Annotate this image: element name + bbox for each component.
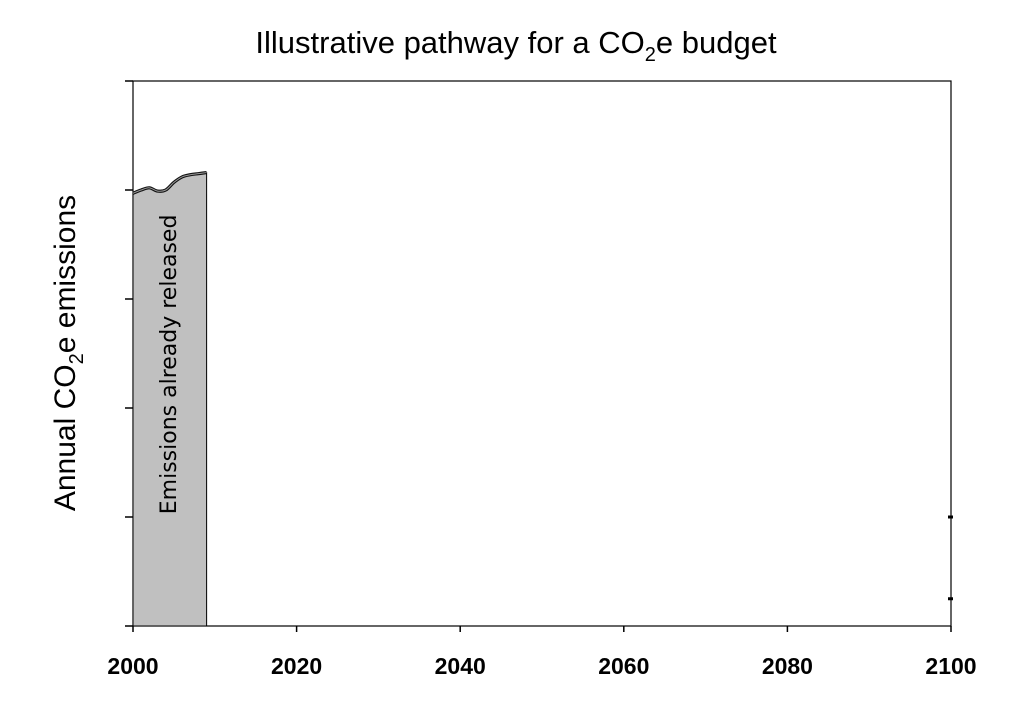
title-subscript: 2 bbox=[645, 44, 656, 66]
y-axis-label: Annual CO2e emissions bbox=[49, 195, 88, 511]
annotation-group: Emissions already released bbox=[157, 215, 182, 515]
plot-area: 2000 2020 2040 2060 2080 2100 Emissions alread… bbox=[107, 80, 977, 679]
ylabel-subscript: 2 bbox=[66, 353, 88, 364]
title-suffix: e budget bbox=[656, 25, 777, 60]
x-tick-label: 2100 bbox=[925, 653, 976, 679]
x-tick-label: 2060 bbox=[598, 653, 649, 679]
annotation-emissions-already-released: Emissions already released bbox=[157, 215, 182, 515]
x-tick-label: 2080 bbox=[762, 653, 813, 679]
x-tick-label: 2040 bbox=[435, 653, 486, 679]
title-main: Illustrative pathway for a CO bbox=[255, 25, 644, 60]
ylabel-main: Annual CO bbox=[49, 364, 82, 511]
emissions-line-highlight bbox=[132, 172, 207, 194]
x-tick-label: 2020 bbox=[271, 653, 322, 679]
ylabel-suffix: e emissions bbox=[49, 195, 82, 353]
chart-title: Illustrative pathway for a CO2e budget bbox=[255, 25, 777, 66]
svg-text:Annual CO2e emissions: Annual CO2e emissions bbox=[49, 195, 88, 511]
plot-frame bbox=[132, 80, 952, 627]
x-tick-label: 2000 bbox=[107, 653, 158, 679]
